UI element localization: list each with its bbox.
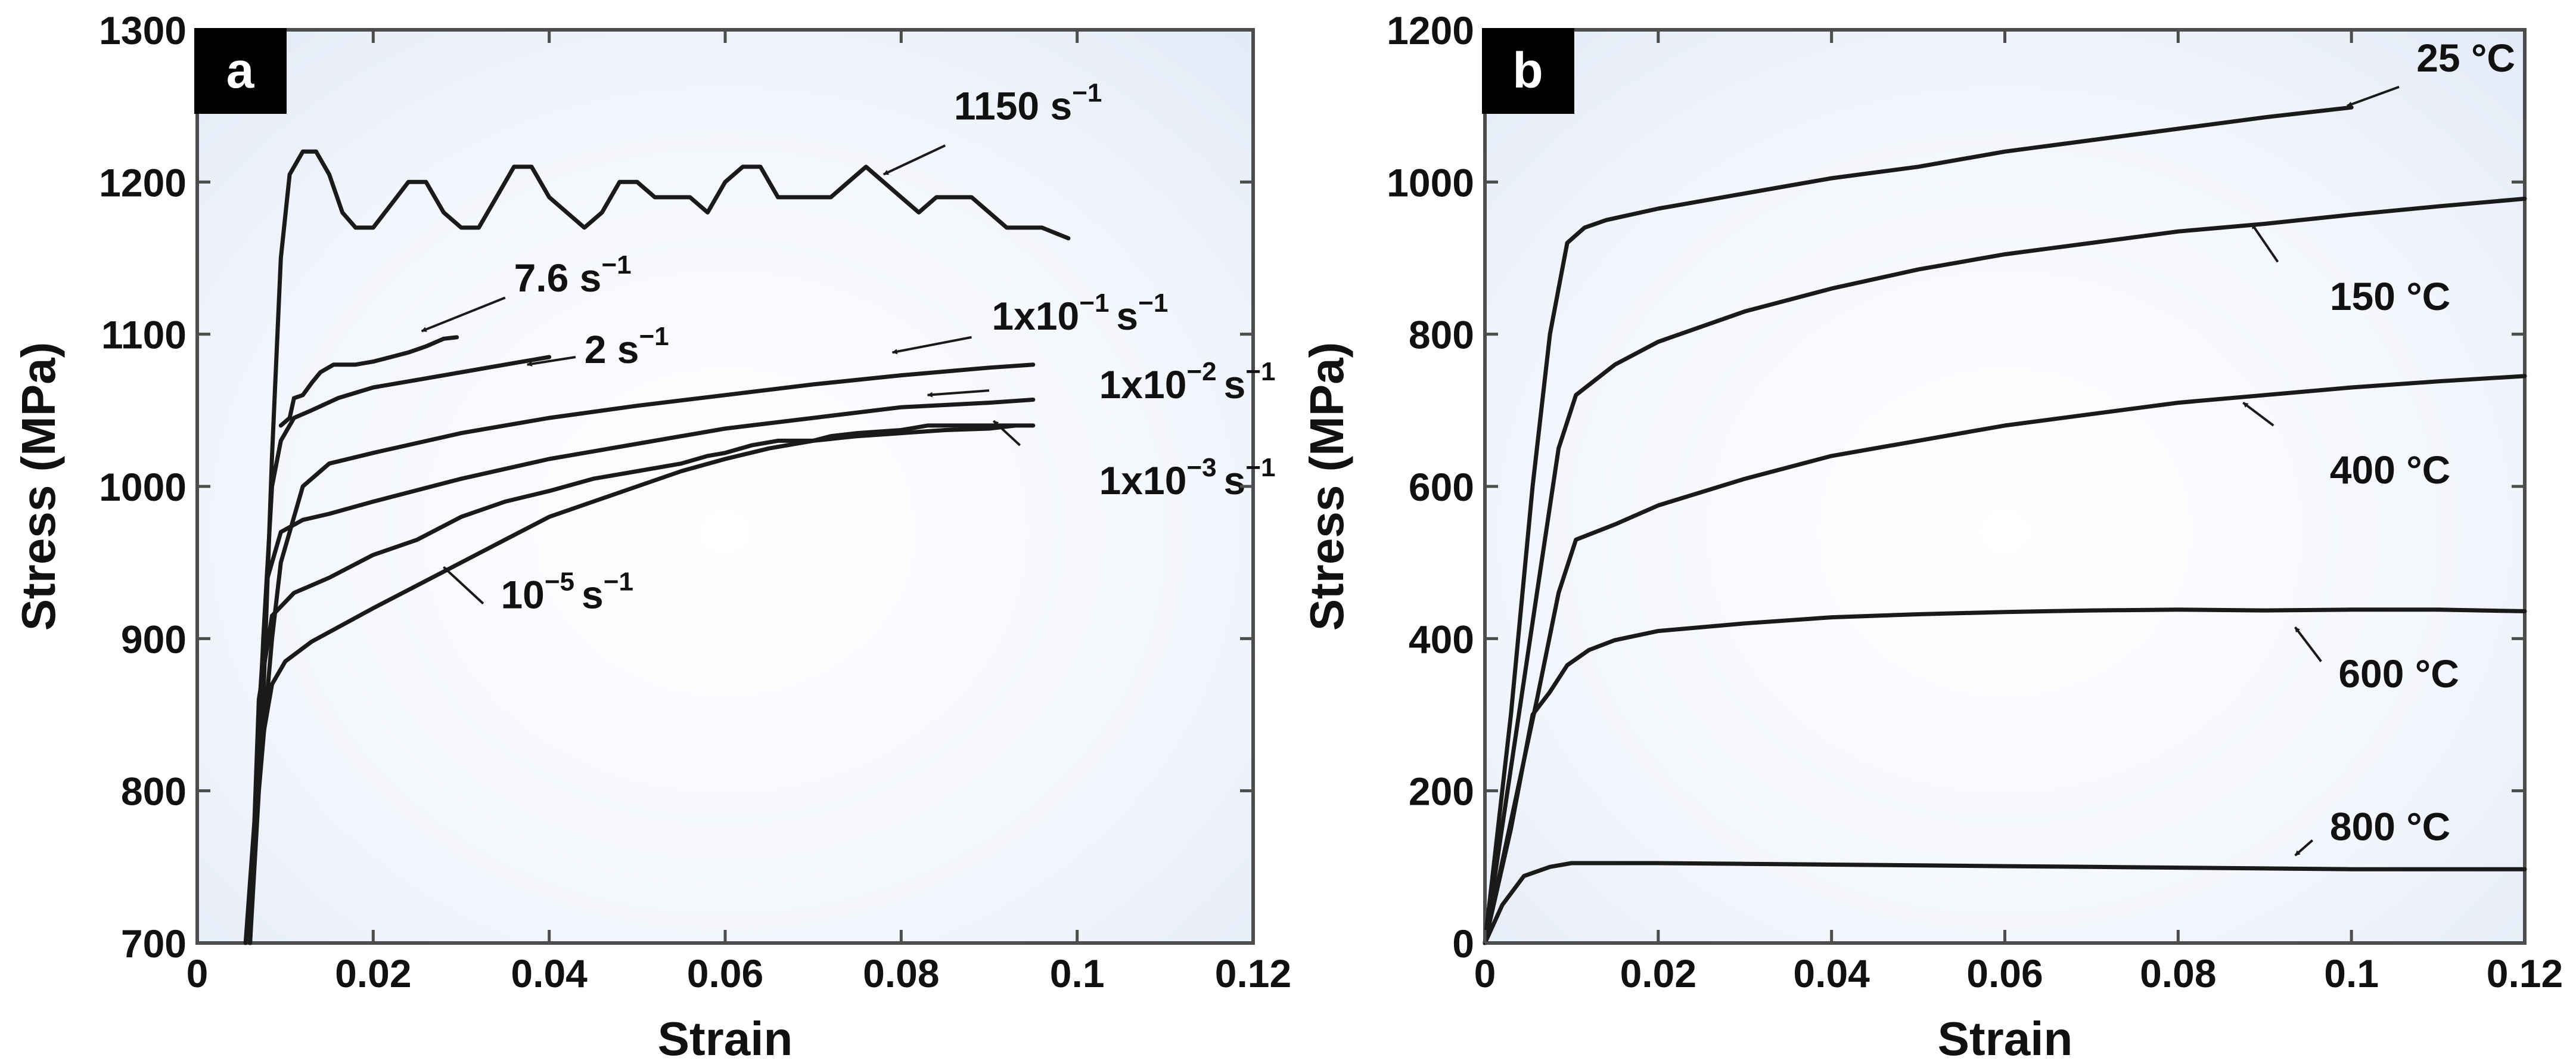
panel-a-pointer-1x10-s xyxy=(927,389,990,398)
panel-b-series-line-150-c xyxy=(1483,196,2527,945)
panel-a-y-tick-label: 1300 xyxy=(99,8,187,52)
panel-a-pointer-10-s xyxy=(443,566,484,605)
panel-b-y-axis-title: Stress (MPa) xyxy=(1300,342,1353,631)
panel-a-series-label-2-s: 2 s−1 xyxy=(585,322,669,371)
panel-b-x-tick-label: 0 xyxy=(1474,951,1496,995)
panel-b-y-tick-label: 400 xyxy=(1409,617,1474,661)
panel-a-badge-label: a xyxy=(226,42,255,98)
panel-a-badge-box xyxy=(194,28,287,114)
panel-b-x-tick-label: 0.12 xyxy=(2487,951,2563,995)
panel-a-series-layer xyxy=(243,149,1071,945)
panel-b-pointer-25-c xyxy=(2347,85,2400,107)
panel-a-y-tick-label: 700 xyxy=(121,922,187,966)
panel-b-pointer-400-c xyxy=(2242,401,2274,427)
panel-b-pointer-150-c xyxy=(2251,223,2279,263)
panel-b-y-tick-label: 600 xyxy=(1409,465,1474,509)
panel-b-badge-label: b xyxy=(1512,42,1543,98)
panel-a-series-label-1x10-s: 1x10−1 s−1 xyxy=(992,289,1168,338)
panel-a-pointer-7-6-s xyxy=(421,296,506,333)
panel-a-x-tick-label: 0.02 xyxy=(335,951,411,995)
panel-b-series-line-400-c xyxy=(1483,374,2527,945)
panel-b-series-label-800-c: 800 °C xyxy=(2330,805,2451,849)
panel-b-x-axis-title: Strain xyxy=(1938,1012,2073,1064)
panel-b-y-tick-label: 800 xyxy=(1409,313,1474,357)
panel-a-x-tick-label: 0.1 xyxy=(1050,951,1105,995)
panel-a-x-tick-label: 0.12 xyxy=(1215,951,1291,995)
panel-b-badge-box xyxy=(1482,28,1574,114)
panel-b-y-tick-label: 0 xyxy=(1452,922,1474,966)
panel-a-y-tick-label: 1200 xyxy=(99,160,187,204)
panel-b-y-tick-label: 1000 xyxy=(1387,160,1474,204)
panel-b-series-line-600-c xyxy=(1483,607,2527,945)
panel-b-axes-layer: 0 0.02 0.04 0.06 0.08 0.1 0.12 0 200 400 600 800 100… xyxy=(1387,8,2563,995)
panel-b-pointer-layer xyxy=(2242,85,2400,857)
panel-b-x-tick-label: 0.06 xyxy=(1966,951,2043,995)
panel-a-x-tick-label: 0.04 xyxy=(511,951,588,995)
panel-a-pointer-1x10-s xyxy=(993,420,1021,446)
panel-b-pointer-600-c xyxy=(2294,626,2322,662)
panel-a-y-tick-label: 1000 xyxy=(99,465,187,509)
panel-a-series-label-1x10-s: 1x10−3 s−1 xyxy=(1099,453,1276,502)
panel-a-badge: a xyxy=(194,28,287,114)
panel-b-badge: b xyxy=(1482,28,1574,114)
panel-b-series-line-25-c xyxy=(1483,105,2354,945)
panel-a-y-axis-title: Stress (MPa) xyxy=(12,342,65,631)
panel-a-series-label-10-s: 10−5 s−1 xyxy=(501,567,633,616)
panel-a-axes-layer: 0 0.02 0.04 0.06 0.08 0.1 0.12 700 800 900 1000 110… xyxy=(99,8,1291,995)
panel-a-series-line-2-s xyxy=(248,355,552,945)
panel-a-pointer-layer xyxy=(421,144,1021,605)
panel-a-label-layer: 1150 s−1 7.6 s−1 2 s−1 1x10−1 s−1 1x10−2 s−1 1x… xyxy=(501,79,1275,617)
panel-a-series-line-1150-s xyxy=(243,149,1071,945)
panel-b-series-layer xyxy=(1483,105,2527,945)
panel-a-x-tick-label: 0 xyxy=(187,951,209,995)
panel-a-pointer-1x10-s xyxy=(891,336,972,355)
panel-a-y-tick-label: 800 xyxy=(121,770,187,814)
panel-a-series-line-10-s xyxy=(248,423,1018,945)
panel-b-pointer-800-c xyxy=(2294,839,2314,857)
panel-b-plot-area xyxy=(1483,28,2527,945)
panel-a-pointer-2-s xyxy=(526,355,576,367)
panel-a-series-line-1x10-s xyxy=(248,398,1036,945)
panel-b-series-label-400-c: 400 °C xyxy=(2330,448,2451,492)
panel-b-series-label-150-c: 150 °C xyxy=(2330,274,2451,318)
panel-b-y-tick-label: 200 xyxy=(1409,770,1474,814)
panel-a-x-tick-label: 0.06 xyxy=(687,951,763,995)
panel-a-plot-area xyxy=(195,28,1255,945)
panel-b-x-tick-label: 0.08 xyxy=(2140,951,2216,995)
panel-a-series-label-1x10-s: 1x10−2 s−1 xyxy=(1099,357,1276,407)
panel-a-pointer-1150-s xyxy=(883,144,946,176)
panel-b-series-line-800-c xyxy=(1483,861,2527,945)
panel-a-y-tick-label: 1100 xyxy=(101,313,187,357)
panel-b-x-tick-label: 0.1 xyxy=(2324,951,2379,995)
panel-a-series-label-7-6-s: 7.6 s−1 xyxy=(514,250,632,300)
panel-a-series-line-1x10-s xyxy=(248,423,1036,945)
panel-a: 1150 s−1 7.6 s−1 2 s−1 1x10−1 s−1 1x10−2 s−1 1x… xyxy=(12,8,1291,1064)
panel-a-series-line-7-6-s xyxy=(278,335,459,428)
panel-b-y-tick-label: 1200 xyxy=(1387,8,1474,52)
panel-b-x-tick-label: 0.04 xyxy=(1793,951,1870,995)
panel-a-y-tick-label: 900 xyxy=(121,617,187,661)
panel-b-label-layer: 25 °C 150 °C 400 °C 600 °C 800 °C xyxy=(2330,36,2515,848)
panel-b-series-label-25-c: 25 °C xyxy=(2416,36,2515,80)
panel-a-series-label-1150-s: 1150 s−1 xyxy=(954,79,1102,128)
panel-a-x-axis-title: Strain xyxy=(658,1012,793,1064)
panel-b-series-label-600-c: 600 °C xyxy=(2338,652,2459,696)
panel-b-x-tick-label: 0.02 xyxy=(1620,951,1696,995)
panel-a-x-tick-label: 0.08 xyxy=(863,951,939,995)
